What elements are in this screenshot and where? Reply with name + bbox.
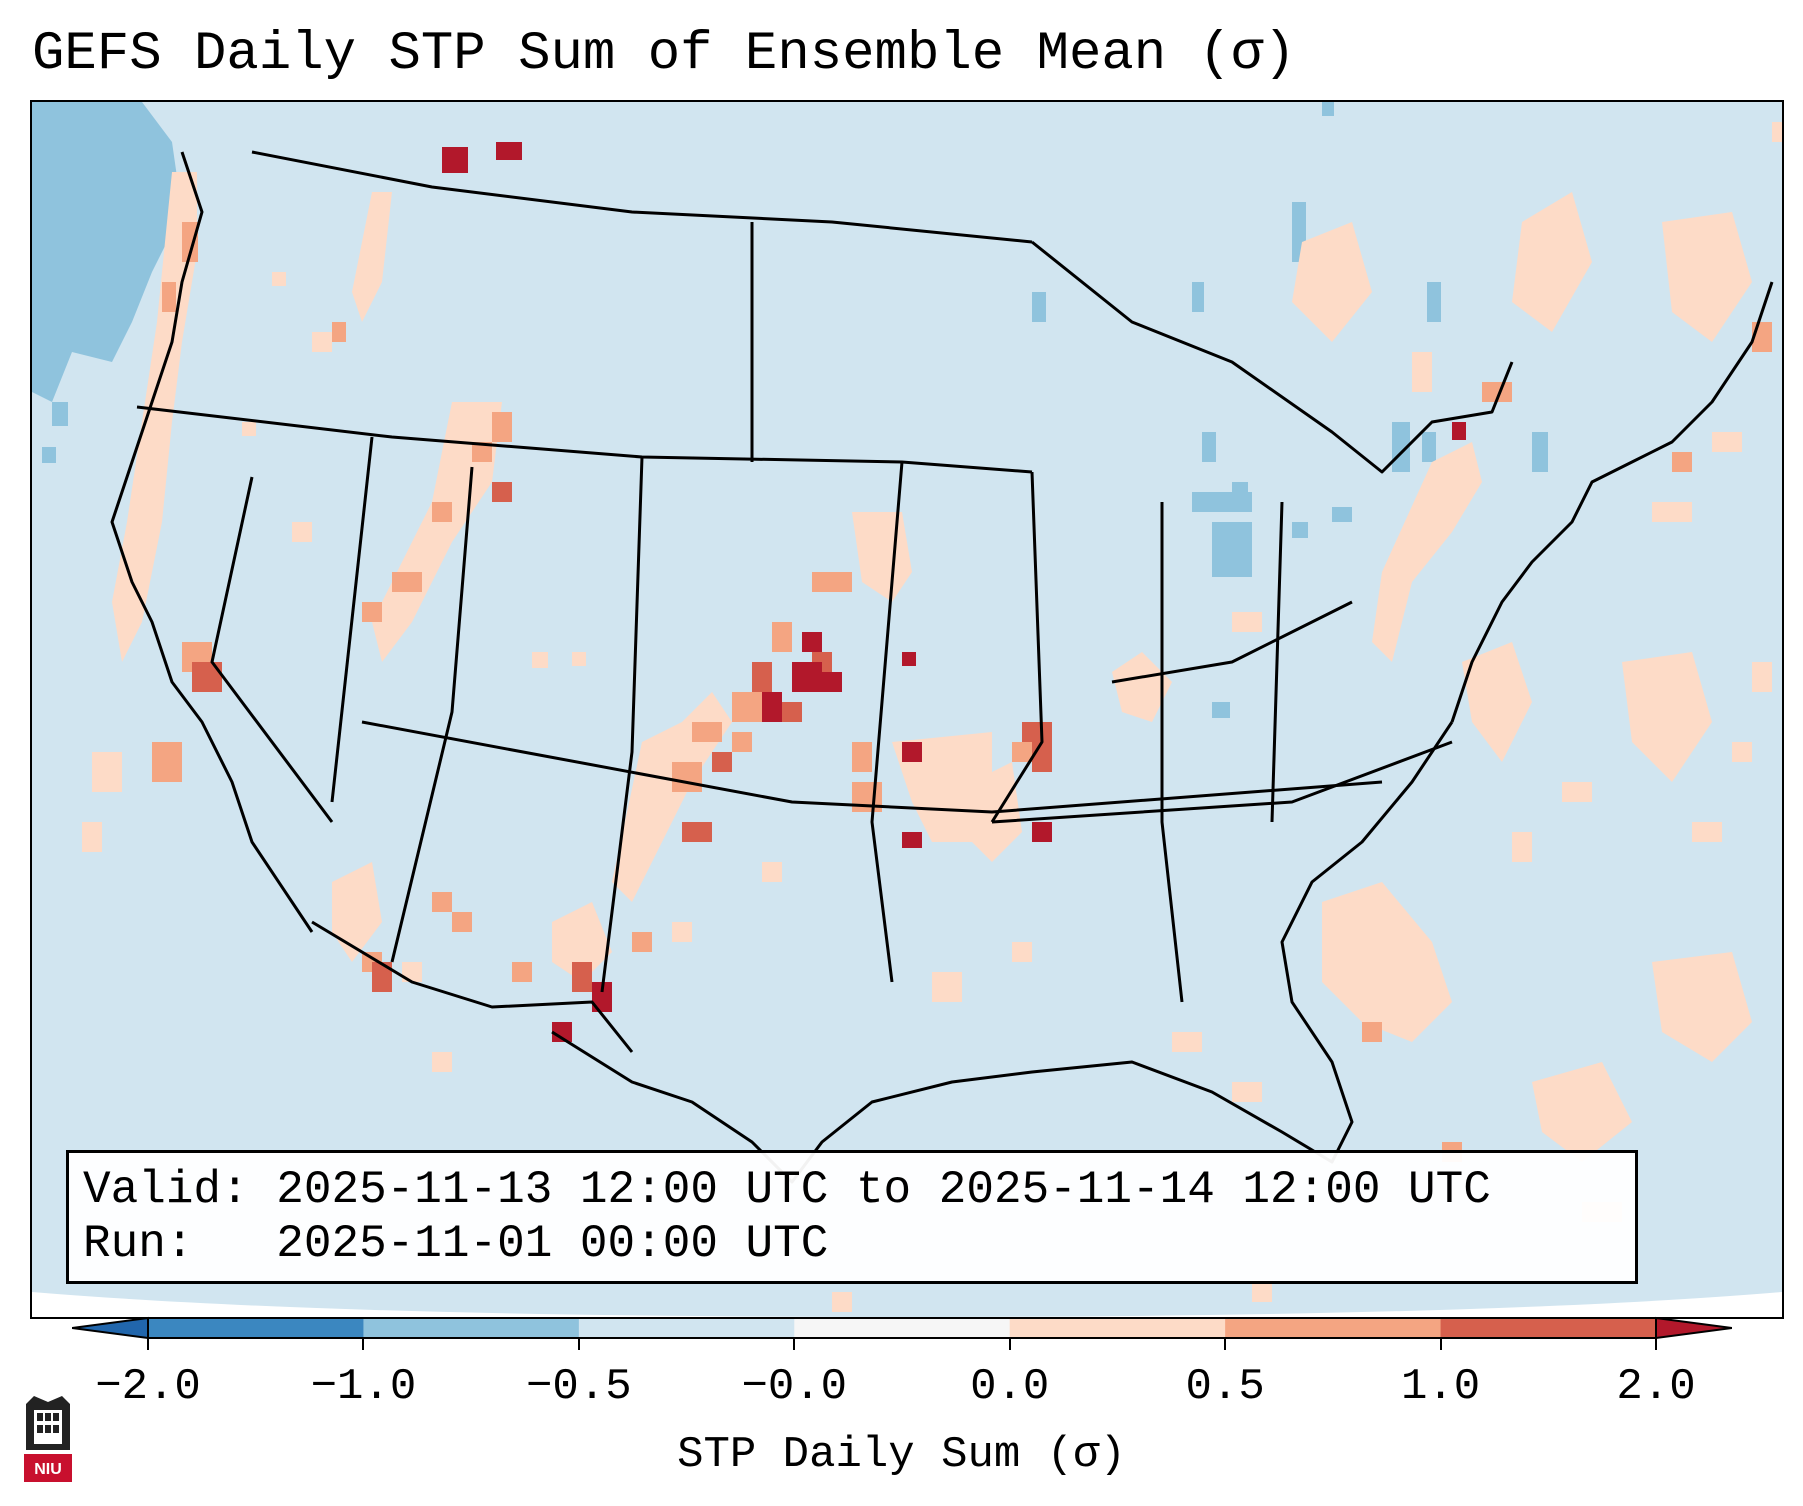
logo-icon: NIU <box>24 1396 72 1482</box>
validity-info-box: Valid: 2025-11-13 12:00 UTC to 2025-11-1… <box>66 1150 1638 1284</box>
colorbar-tick-mark <box>577 1338 580 1350</box>
colorbar-tick-mark <box>1008 1338 1011 1350</box>
map-canvas <box>32 102 1782 1317</box>
colorbar-tick-mark <box>147 1338 149 1350</box>
colorbar <box>72 1316 1732 1340</box>
colorbar-segment <box>578 1318 795 1338</box>
run-label: Run: <box>83 1218 194 1270</box>
valid-time-range: 2025-11-13 12:00 UTC to 2025-11-14 12:00… <box>276 1164 1491 1216</box>
colorbar-tick-label: −1.0 <box>310 1362 417 1412</box>
coastline-west <box>110 151 314 933</box>
svg-text:NIU: NIU <box>34 1461 62 1478</box>
colorbar-tick-label: −0.5 <box>526 1362 632 1412</box>
colorbar-tick-mark <box>1655 1338 1657 1350</box>
map-title: GEFS Daily STP Sum of Ensemble Mean (σ) <box>32 24 1296 85</box>
colorbar-segment <box>1009 1318 1226 1338</box>
colorbar-tick-mark <box>793 1338 796 1350</box>
east-coast <box>1450 281 1774 723</box>
valid-label: Valid: <box>83 1164 249 1216</box>
outside-domain <box>32 1292 907 1317</box>
extreme-anomaly-cells <box>442 142 1466 1042</box>
colorbar-tick-label: 0.0 <box>970 1362 1050 1412</box>
colorbar-tick-mark <box>1224 1338 1227 1350</box>
colorbar-segment <box>1225 1318 1442 1338</box>
run-line: Run: 2025-11-01 00:00 UTC <box>83 1217 828 1271</box>
colorbar-tick-mark <box>362 1338 365 1350</box>
run-time: 2025-11-01 00:00 UTC <box>276 1218 829 1270</box>
great-lakes <box>1031 240 1514 474</box>
colorbar-segment <box>794 1318 1011 1338</box>
colorbar-label: STP Daily Sum (σ) <box>677 1430 1126 1480</box>
colorbar-extend-high <box>1655 1316 1732 1340</box>
colorbar-tick-label: 0.5 <box>1185 1362 1265 1412</box>
colorbar-segment <box>148 1318 364 1338</box>
valid-line: Valid: 2025-11-13 12:00 UTC to 2025-11-1… <box>83 1163 1491 1217</box>
colorbar-segment <box>363 1318 580 1338</box>
colorbar-tick-label: 2.0 <box>1616 1362 1696 1412</box>
map-panel <box>30 100 1784 1319</box>
mexico-border <box>311 920 634 1053</box>
colorbar-segment <box>1440 1318 1657 1338</box>
colorbar-tick-label: −0.0 <box>741 1362 848 1412</box>
niu-logo: NIU <box>20 1390 76 1486</box>
colorbar-tick-label: −2.0 <box>95 1362 201 1412</box>
colorbar-tick-mark <box>1439 1338 1442 1350</box>
colorbar-extend-low <box>72 1316 149 1340</box>
colorbar-tick-label: 1.0 <box>1400 1362 1481 1412</box>
canada-border <box>251 150 1033 244</box>
